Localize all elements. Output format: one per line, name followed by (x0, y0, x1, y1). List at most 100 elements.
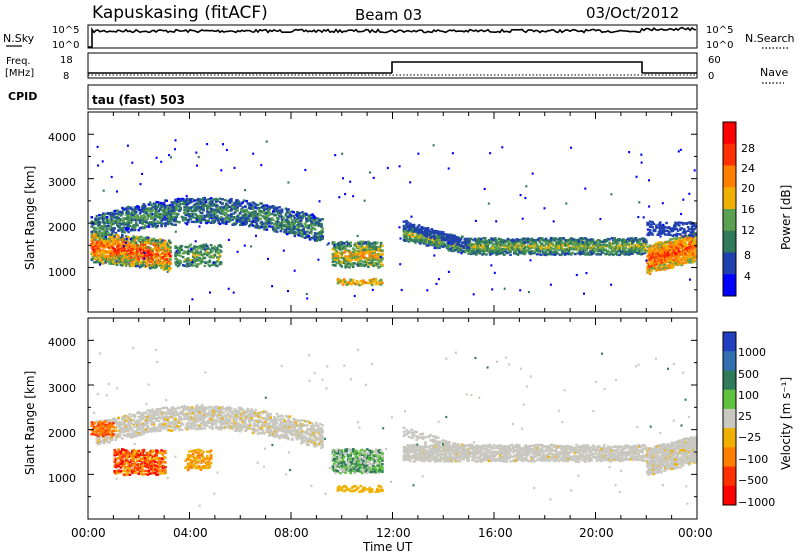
scatter-cell (521, 217, 524, 220)
echo-cell (95, 241, 99, 244)
echo-cell (321, 230, 324, 233)
echo-cell (376, 241, 379, 244)
echo-cell (275, 223, 279, 226)
power-ytick-3000: 3000 (48, 176, 76, 189)
echo-cell (237, 202, 241, 205)
echo-cell (289, 214, 293, 217)
echo-cell (236, 206, 239, 209)
echo-cell (203, 248, 207, 251)
echo-cell (94, 217, 97, 220)
echo-cell (98, 220, 101, 224)
echo-cell (417, 224, 421, 227)
echo-cell (112, 219, 115, 223)
echo-cell (674, 221, 677, 224)
echo-cell (219, 245, 223, 248)
echo-cell (156, 221, 160, 225)
echo-cell (311, 216, 314, 220)
echo-cell (96, 234, 100, 237)
scatter-cell (432, 144, 435, 147)
echo-cell (103, 217, 106, 220)
scatter-cell (495, 220, 498, 223)
echo-cell (113, 227, 116, 230)
scatter-cell (124, 241, 127, 244)
echo-cell (453, 234, 456, 238)
echo-cell (141, 252, 144, 255)
scatter-cell (356, 234, 359, 237)
echo-cell (129, 256, 133, 259)
echo-cell (364, 251, 368, 254)
scatter-cell (399, 263, 402, 266)
echo-cell (128, 264, 132, 268)
echo-cell (213, 248, 217, 251)
scatter-cell (191, 298, 194, 301)
echo-cell (145, 261, 148, 265)
echo-cell (285, 225, 289, 228)
scatter-cell (433, 254, 436, 257)
echo-cell (245, 222, 248, 225)
scatter-cell (426, 289, 429, 292)
echo-cell (146, 217, 149, 220)
echo-cell (282, 216, 285, 219)
echo-cell (164, 239, 167, 243)
echo-cell (273, 230, 276, 233)
echo-cell (256, 225, 260, 228)
echo-cell (119, 245, 123, 248)
echo-cell (284, 231, 288, 234)
echo-cell (129, 221, 133, 224)
echo-cell (684, 242, 687, 245)
echo-cell (689, 231, 692, 234)
echo-cell (235, 222, 238, 225)
echo-cell (164, 243, 167, 246)
scatter-cell (371, 288, 374, 291)
echo-cell (127, 237, 130, 241)
echo-cell (202, 198, 205, 202)
echo-cell (99, 440, 102, 443)
cpid-value: tau (fast) 503 (92, 93, 185, 107)
echo-cell (354, 252, 357, 256)
echo-cell (278, 224, 281, 227)
echo-cell (216, 198, 219, 201)
scatter-cell (271, 285, 274, 288)
echo-cell (99, 236, 102, 239)
echo-cell (308, 238, 312, 241)
echo-cell (143, 215, 147, 218)
scatter-cell (194, 240, 197, 243)
echo-cell (112, 242, 115, 245)
echo-cell (133, 238, 137, 242)
echo-cell (165, 199, 168, 202)
echo-cell (412, 230, 416, 233)
echo-cell (535, 243, 539, 246)
echo-cell (429, 240, 432, 243)
echo-cell (542, 247, 545, 250)
scatter-cell (166, 270, 169, 273)
scatter-cell (282, 249, 285, 252)
echo-cell (107, 231, 110, 235)
echo-cell (653, 228, 657, 232)
echo-cell (107, 219, 110, 222)
echo-cell (140, 219, 143, 222)
echo-cell (179, 254, 182, 258)
echo-cell (104, 221, 108, 224)
echo-cell (145, 247, 148, 250)
echo-cell (115, 260, 119, 263)
echo-cell (190, 220, 194, 223)
echo-cell (318, 218, 322, 221)
echo-cell (180, 244, 184, 248)
echo-cell (433, 234, 436, 238)
echo-cell (228, 219, 232, 223)
echo-cell (343, 242, 346, 245)
echo-cell (93, 226, 96, 230)
echo-cell (119, 228, 123, 232)
echo-cell (230, 200, 233, 203)
echo-cell (575, 239, 578, 242)
scatter-cell (490, 264, 493, 267)
echo-cell (676, 233, 680, 236)
echo-cell (284, 212, 288, 216)
echo-cell (353, 262, 356, 265)
echo-cell (161, 205, 165, 208)
echo-cell (618, 246, 621, 249)
echo-cell (173, 207, 176, 210)
echo-cell (156, 239, 160, 242)
echo-cell (605, 252, 609, 256)
